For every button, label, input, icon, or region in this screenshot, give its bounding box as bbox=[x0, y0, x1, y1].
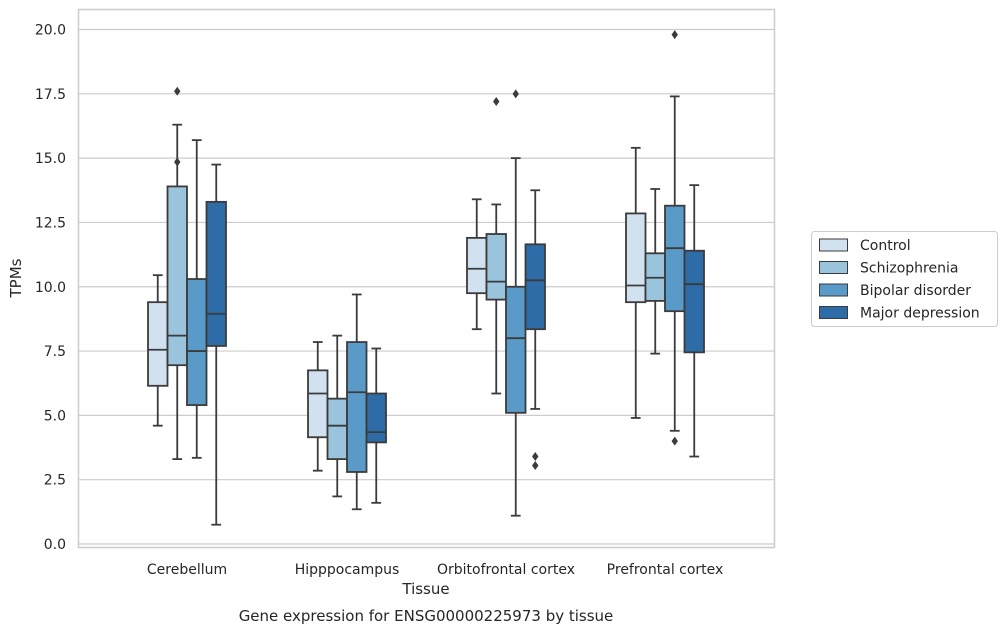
x-tick-label: Cerebellum bbox=[147, 562, 227, 578]
box-schizophrenia bbox=[326, 334, 348, 498]
x-axis-label: Tissue bbox=[401, 580, 449, 598]
box-bipolar-disorder bbox=[186, 139, 208, 459]
box-iqr bbox=[664, 204, 686, 313]
box-control bbox=[625, 146, 647, 419]
legend: Control Schizophrenia Bipolar disorder Majo… bbox=[811, 231, 998, 327]
outlier-point bbox=[493, 97, 500, 107]
chart-caption: Gene expression for ENSG00000225973 by t… bbox=[239, 607, 614, 625]
box-iqr bbox=[326, 397, 348, 461]
y-tick-label: 0.0 bbox=[44, 537, 66, 553]
box-bipolar-disorder bbox=[346, 293, 368, 511]
legend-swatch bbox=[819, 283, 848, 297]
outlier-point bbox=[671, 436, 678, 446]
x-tick-label: Hipppocampus bbox=[295, 562, 400, 578]
box-iqr bbox=[365, 392, 387, 444]
box-iqr bbox=[346, 341, 368, 473]
legend-label: Schizophrenia bbox=[860, 261, 958, 277]
x-tick-label: Prefrontal cortex bbox=[607, 562, 724, 578]
y-tick-label: 15.0 bbox=[35, 151, 66, 167]
outlier-point bbox=[532, 452, 539, 462]
box-iqr bbox=[466, 236, 488, 295]
box-iqr bbox=[485, 233, 507, 301]
y-tick-label: 12.5 bbox=[35, 215, 66, 231]
box-iqr bbox=[205, 200, 227, 347]
y-tick-label: 17.5 bbox=[35, 87, 66, 103]
legend-swatch bbox=[819, 306, 848, 319]
y-tick-label: 10.0 bbox=[35, 280, 66, 296]
box-iqr bbox=[625, 212, 647, 304]
box-major-depression bbox=[205, 163, 227, 526]
y-axis-ticks: 0.0 2.5 5.0 7.5 10.0 12.5 15.0 17.5 20.0 bbox=[35, 23, 66, 554]
box-schizophrenia bbox=[485, 97, 507, 395]
y-tick-label: 7.5 bbox=[44, 344, 66, 360]
y-tick-label: 5.0 bbox=[44, 408, 66, 424]
box-major-depression bbox=[524, 189, 546, 471]
legend-frame bbox=[811, 231, 998, 327]
y-tick-label: 2.5 bbox=[44, 473, 66, 489]
legend-label: Control bbox=[860, 238, 911, 254]
box-iqr bbox=[186, 278, 208, 406]
x-tick-label: Orbitofrontal cortex bbox=[437, 562, 575, 578]
box-iqr bbox=[524, 243, 546, 331]
box-bipolar-disorder bbox=[505, 89, 527, 517]
y-tick-label: 20.0 bbox=[35, 23, 66, 39]
box-major-depression bbox=[683, 184, 705, 458]
box-iqr bbox=[147, 301, 169, 387]
box-groups bbox=[147, 30, 705, 526]
box-iqr bbox=[505, 285, 527, 414]
box-control bbox=[466, 198, 488, 331]
box-schizophrenia bbox=[166, 86, 188, 461]
legend-swatch bbox=[819, 238, 848, 252]
y-axis-label: TPMs bbox=[7, 258, 25, 298]
legend-label: Major depression bbox=[860, 306, 980, 322]
box-schizophrenia bbox=[644, 188, 666, 355]
box-control bbox=[147, 274, 169, 427]
box-iqr bbox=[307, 369, 329, 439]
outlier-point bbox=[174, 86, 181, 96]
outlier-point bbox=[512, 89, 519, 99]
box-iqr bbox=[166, 185, 188, 367]
box-bipolar-disorder bbox=[664, 30, 686, 446]
plot-frame bbox=[77, 8, 776, 549]
outlier-point bbox=[671, 30, 678, 40]
box-control bbox=[307, 341, 329, 472]
legend-label: Bipolar disorder bbox=[860, 283, 971, 299]
x-axis-ticks: Cerebellum Hipppocampus Orbitofrontal cort… bbox=[147, 562, 723, 578]
box-major-depression bbox=[365, 347, 387, 504]
outlier-point bbox=[532, 461, 539, 471]
outlier-point bbox=[174, 157, 181, 167]
box-iqr bbox=[683, 249, 705, 354]
legend-swatch bbox=[819, 261, 848, 274]
